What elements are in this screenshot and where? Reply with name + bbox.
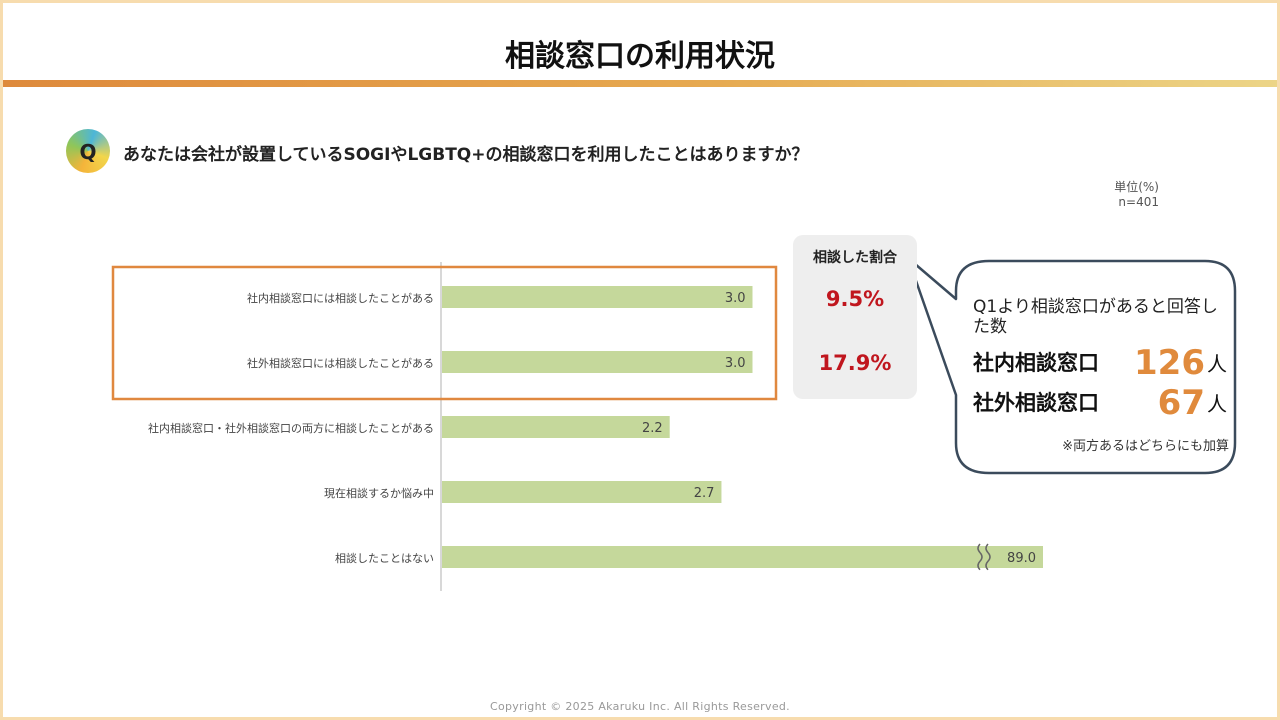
chart-layer: 3.0 社内相談窓口には相談したことがある 3.0 社外相談窓口には相談したことがある…: [111, 256, 1237, 591]
bar-chart: 3.0 社内相談窓口には相談したことがある 3.0 社外相談窓口には相談したことがある…: [111, 256, 1237, 591]
copyright: Copyright © 2025 Akaruku Inc. All Rights…: [490, 700, 790, 713]
bar: [442, 286, 753, 308]
sample-size: n=401: [1118, 195, 1159, 209]
category-label: 社内相談窓口・社外相談窓口の両方に相談したことがある: [148, 421, 434, 435]
category-label: 相談したことはない: [335, 551, 434, 565]
callout-row-external: 社外相談窓口 67 人: [973, 379, 1235, 423]
unit-info: 単位(%) n=401: [1063, 180, 1159, 210]
bar-value-label: 2.7: [694, 486, 715, 501]
category-label: 社内相談窓口には相談したことがある: [247, 291, 434, 305]
question-text: あなたは会社が設置しているSOGIやLGBTQ+の相談窓口を利用したことはありま…: [123, 145, 809, 165]
unit-label: 単位(%): [1114, 180, 1159, 194]
bar-value-label: 3.0: [725, 291, 746, 306]
ratio-panel: [793, 235, 917, 399]
callout-row-internal: 社内相談窓口 126 人: [973, 339, 1235, 383]
category-label: 社外相談窓口には相談したことがある: [247, 356, 434, 370]
bar-value-label: 2.2: [642, 421, 663, 436]
bar: [442, 481, 722, 503]
axis-break-mark: [985, 543, 991, 571]
bar-value-label: 3.0: [725, 356, 746, 371]
callout-bubble: [906, 256, 1237, 475]
question-badge-icon: Q: [66, 129, 110, 173]
bar: [442, 416, 670, 438]
callout-row-suffix: 人: [1207, 352, 1227, 376]
axis-break-mark: [977, 543, 983, 571]
callout-row-name: 社外相談窓口: [973, 391, 1099, 415]
callout-row-count: 67: [1157, 383, 1205, 423]
callout-note: ※両方あるはどちらにも加算: [1062, 439, 1229, 454]
title-underline: [3, 80, 1277, 87]
callout-text: Q1より相談窓口があると回答した数: [973, 297, 1218, 337]
callout-row-name: 社内相談窓口: [973, 351, 1099, 375]
bar: [442, 351, 753, 373]
slide: 相談窓口の利用状況 Q あなたは会社が設置しているSOGIやLGBTQ+の相談窓…: [3, 3, 1277, 717]
ratio-value-internal: 9.5%: [825, 287, 885, 311]
callout-row-count: 126: [1134, 343, 1205, 383]
bar: [442, 546, 1043, 568]
question-badge-letter: Q: [79, 140, 97, 164]
ratio-panel-heading: 相談した割合: [813, 250, 897, 266]
ratio-value-external: 17.9%: [818, 351, 892, 375]
highlight-frame: [111, 265, 778, 401]
page-title: 相談窓口の利用状況: [505, 39, 775, 74]
callout-row-suffix: 人: [1207, 392, 1227, 416]
category-label: 現在相談するか悩み中: [324, 486, 434, 500]
bar-value-label: 89.0: [1007, 551, 1036, 566]
